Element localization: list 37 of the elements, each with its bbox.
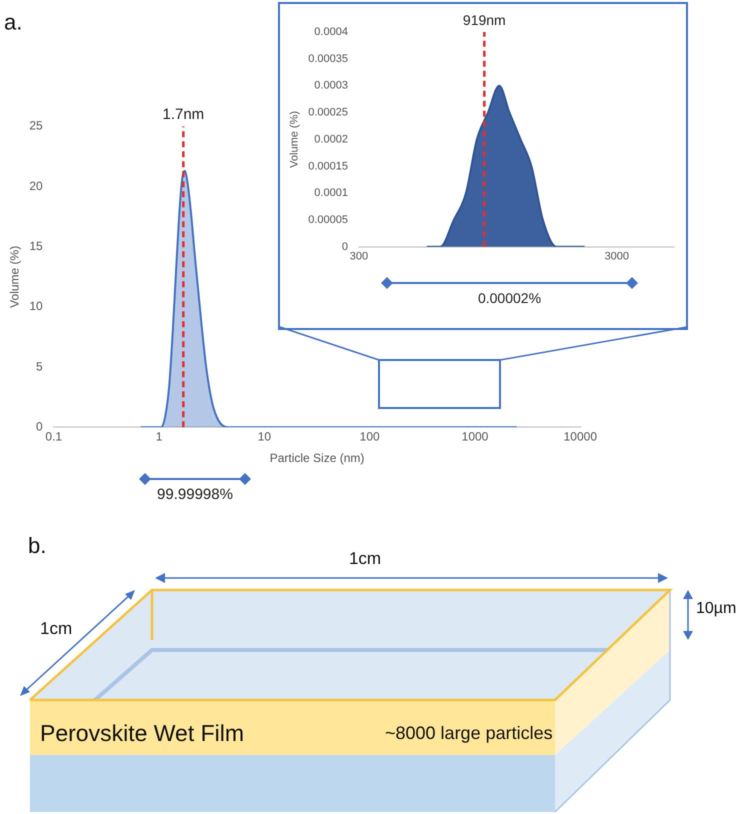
x-tick-label: 10000 [564, 430, 598, 444]
y-tick-label: 0 [342, 240, 348, 253]
y-tick-label: 25 [29, 118, 44, 133]
y-tick-label: 0 [36, 420, 44, 434]
y-tick-label: 0.0004 [314, 26, 348, 38]
y-tick-label: 0.00025 [308, 106, 348, 119]
y-tick-label: 5 [36, 359, 44, 374]
text: Perovskite Wet Film [40, 720, 244, 747]
y-tick-label: 0.00005 [308, 214, 348, 226]
y-tick-label: 0.00015 [308, 160, 348, 172]
y-tick-label: 20 [29, 178, 44, 193]
text: 10µm [696, 600, 736, 618]
y-tick-label: 0.0002 [314, 133, 348, 146]
text: 99.99998% [157, 486, 233, 503]
x-tick-label: 1 [156, 430, 163, 444]
x-tick-label: 3000 [604, 250, 630, 262]
x-tick-label: 1000 [462, 430, 489, 444]
annotation: 0.00002% [478, 290, 542, 306]
ref-line-label: 1.7nm [162, 106, 204, 124]
y-tick-label: 0.00035 [308, 52, 348, 65]
y-tick-label: 15 [29, 239, 44, 254]
chart-title: a. [4, 9, 22, 34]
x-axis-title: Particle Size (nm) [270, 451, 364, 466]
x-tick-label: 10 [258, 430, 272, 444]
y-tick-label: 0.0003 [314, 80, 348, 92]
text: ~8000 large particles [385, 723, 553, 744]
text: 1cm [40, 619, 72, 639]
y-axis-title: Volume (%) [288, 110, 301, 168]
x-tick-label: 0.1 [45, 430, 62, 444]
y-axis-title: Volume (%) [8, 246, 22, 308]
ref-line-label: 919nm [462, 12, 506, 28]
text: 1cm [348, 549, 382, 569]
text: b. [28, 533, 46, 559]
x-tick-label: 300 [350, 250, 368, 262]
y-tick-label: 10 [29, 299, 44, 314]
x-tick-label: 100 [360, 430, 380, 444]
y-tick-label: 0.0001 [314, 187, 348, 200]
